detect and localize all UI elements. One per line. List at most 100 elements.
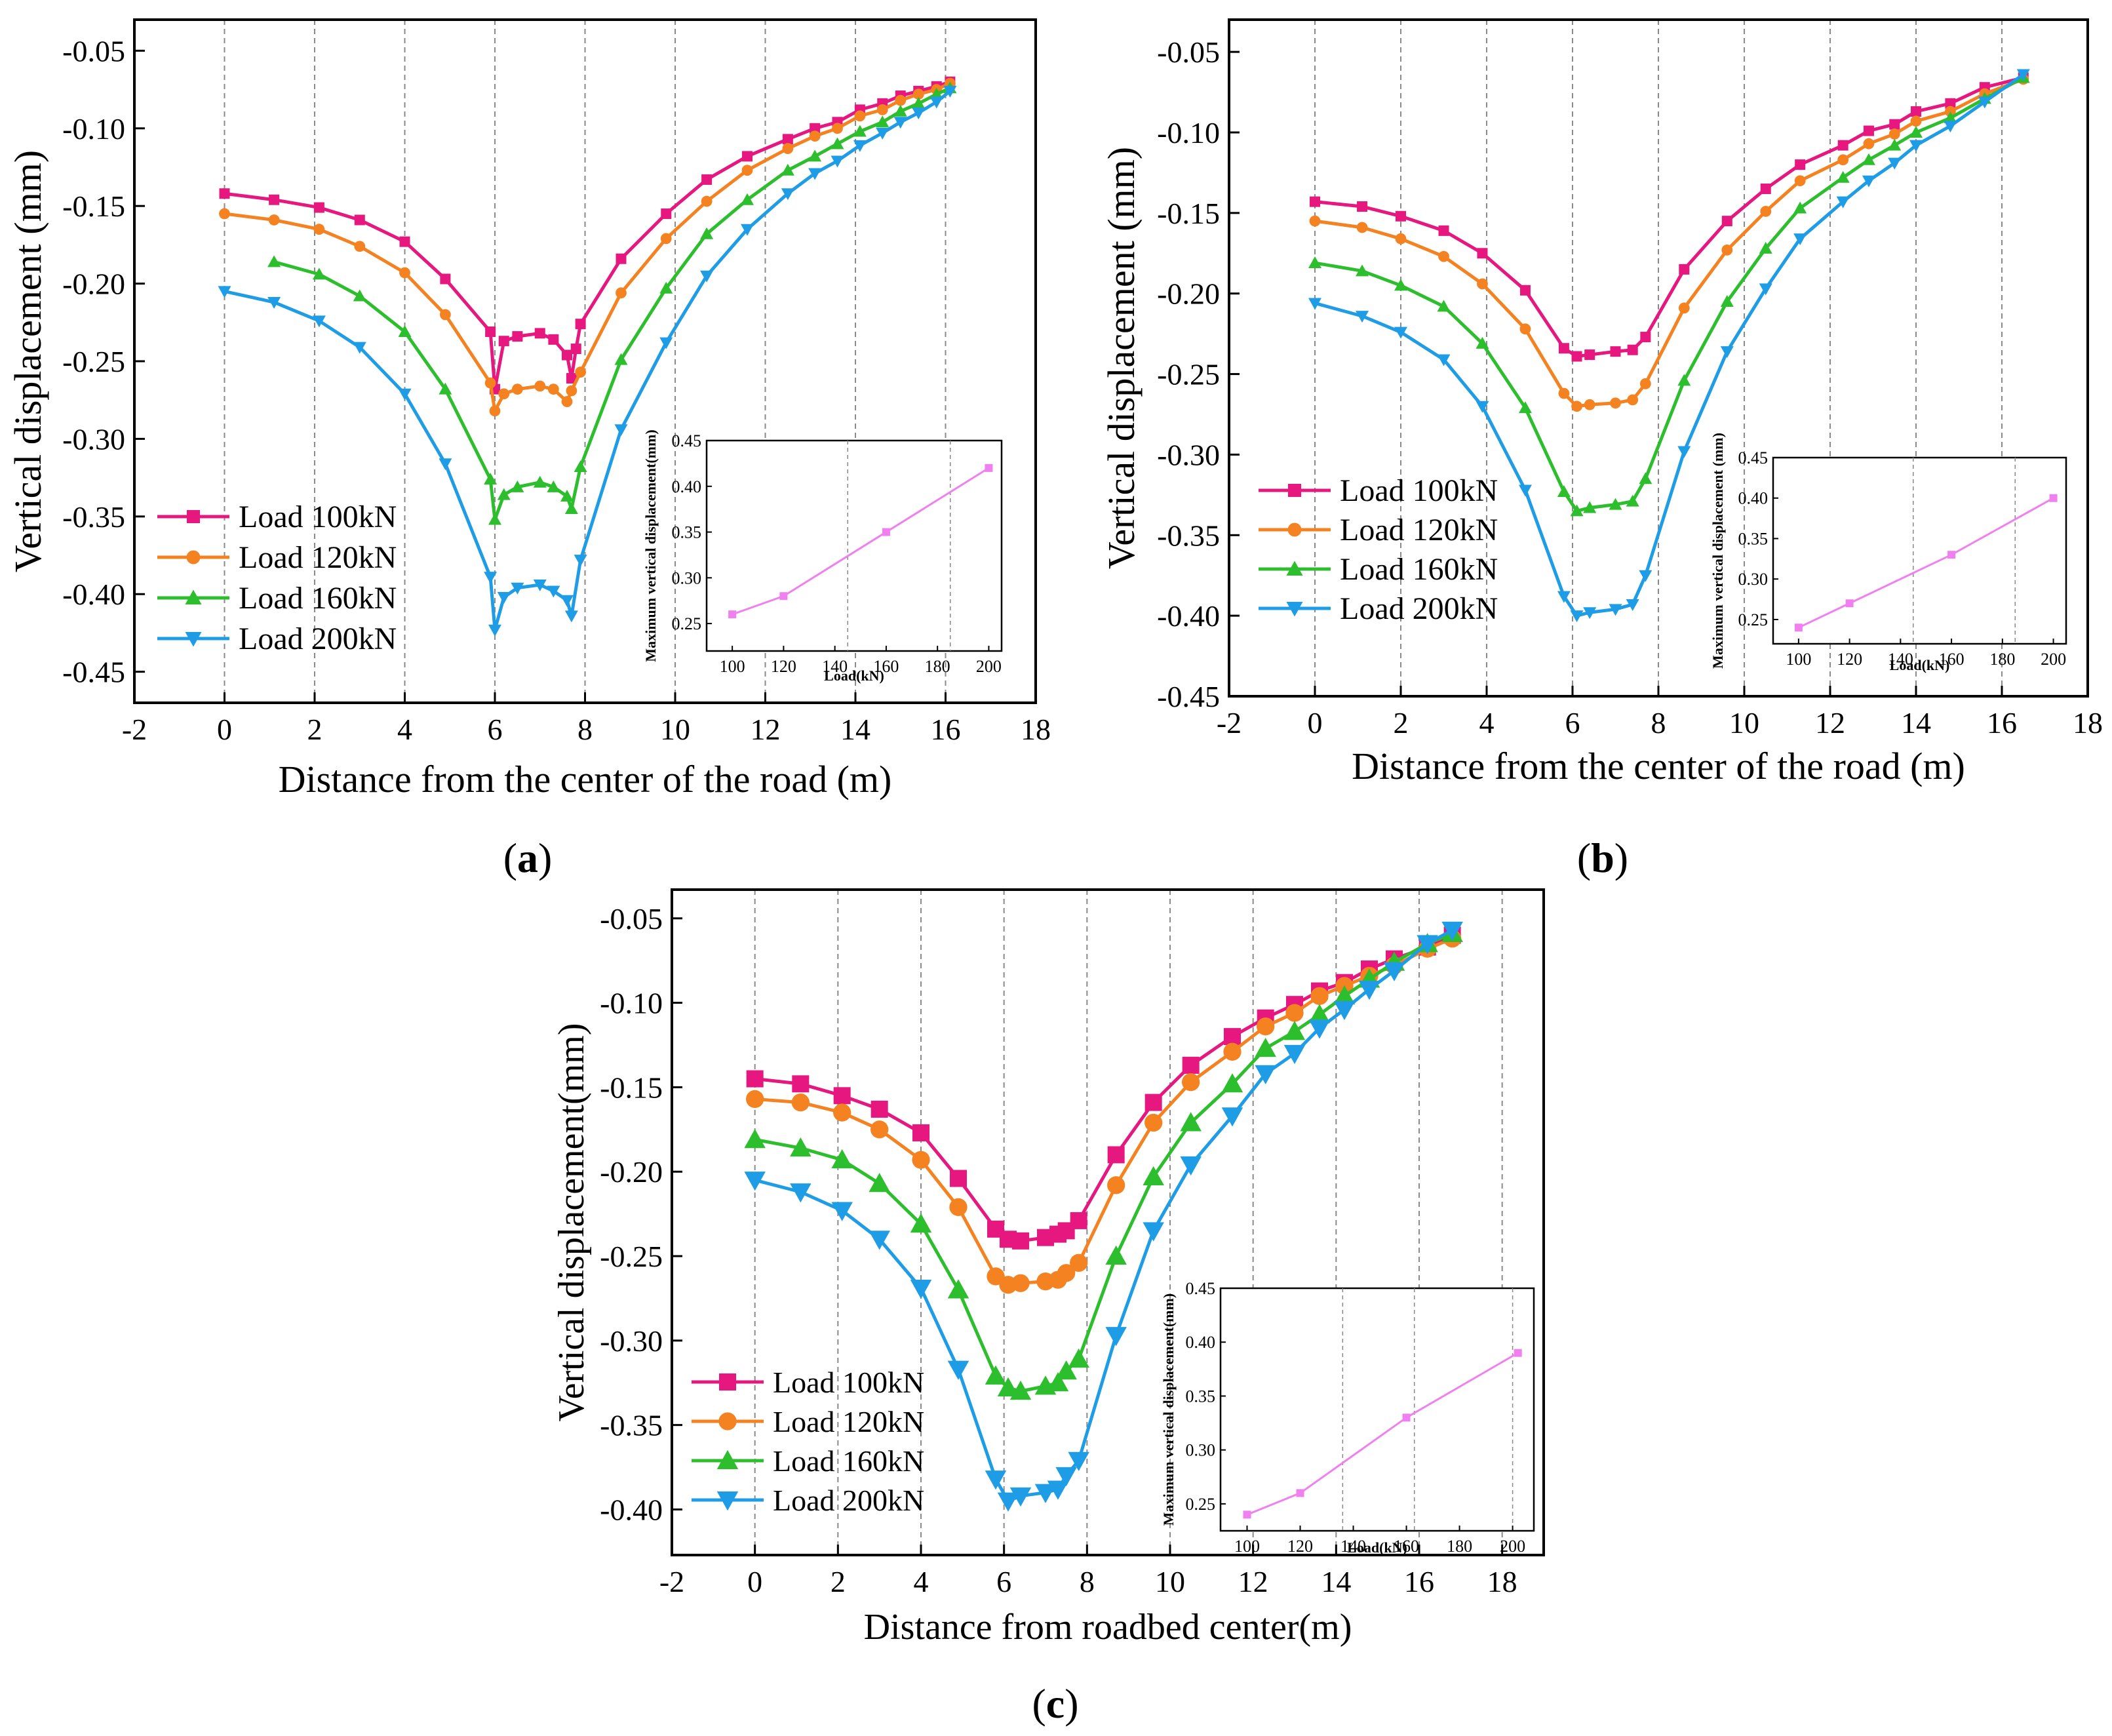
legend-item-load-120kn: Load 120kN	[1259, 513, 1498, 547]
legend-label: Load 200kN	[239, 621, 397, 656]
data-point	[562, 349, 572, 361]
inset-x-tick-label: 140	[1340, 1537, 1366, 1556]
legend-item-load-100kn: Load 100kN	[692, 1366, 924, 1399]
data-point	[910, 1279, 932, 1299]
data-point	[269, 194, 280, 205]
data-point	[1909, 140, 1923, 152]
legend-label: Load 200kN	[773, 1484, 924, 1517]
data-point	[1308, 1019, 1331, 1039]
data-point	[498, 388, 510, 400]
data-point	[1438, 250, 1449, 262]
data-point	[1678, 302, 1690, 314]
inset-x-tick-label: 200	[1500, 1537, 1525, 1556]
data-point	[560, 490, 574, 502]
inset-x-tick-label: 180	[1989, 650, 2015, 669]
y-tick-label: -0.40	[62, 578, 125, 611]
data-point	[1888, 157, 1902, 170]
data-point	[1283, 1044, 1306, 1065]
data-point	[534, 328, 545, 339]
x-tick-label: 10	[1155, 1565, 1185, 1598]
y-tick-label: -0.25	[600, 1240, 663, 1273]
data-point	[354, 241, 366, 252]
x-tick-label: 12	[1238, 1565, 1268, 1598]
y-tick-label: -0.30	[1157, 438, 1220, 471]
data-point	[1394, 279, 1407, 291]
inset-x-tick-label: 120	[1837, 650, 1862, 669]
data-point	[831, 155, 844, 168]
data-point	[1609, 498, 1622, 510]
data-point	[895, 94, 907, 106]
data-point	[219, 208, 230, 220]
data-point	[1760, 206, 1772, 217]
data-point	[547, 585, 560, 598]
data-point	[399, 267, 410, 279]
data-point	[547, 480, 560, 492]
legend-item-load-200kn: Load 200kN	[157, 621, 397, 656]
data-point	[1438, 225, 1449, 236]
data-point	[1283, 1021, 1306, 1040]
data-point	[1570, 504, 1584, 517]
data-point	[1837, 140, 1848, 151]
data-point	[742, 151, 753, 162]
data-point	[497, 488, 511, 500]
data-point	[1584, 349, 1595, 361]
data-point	[1107, 1146, 1125, 1164]
data-point	[1308, 256, 1321, 269]
data-point	[912, 96, 926, 109]
x-tick-label: 12	[751, 713, 781, 746]
inset-point	[1402, 1413, 1411, 1422]
data-point	[1068, 1348, 1089, 1368]
data-point	[701, 174, 713, 185]
data-point	[929, 87, 943, 100]
inset-y-tick-label: 0.40	[1738, 489, 1769, 508]
data-point	[943, 85, 957, 98]
legend-marker	[185, 632, 202, 647]
data-point	[2016, 69, 2030, 81]
data-point	[548, 334, 559, 345]
data-point	[701, 195, 713, 207]
data-point	[1070, 1212, 1087, 1229]
y-tick-label: -0.40	[1157, 599, 1220, 633]
data-point	[661, 208, 672, 220]
legend-marker	[186, 550, 201, 564]
series-load-160kn	[1308, 71, 2030, 517]
data-point	[570, 344, 581, 355]
data-point	[566, 373, 577, 384]
y-axis-label: Vertical displacement (mm)	[7, 150, 49, 572]
data-point	[744, 1172, 766, 1191]
series-line	[224, 81, 951, 413]
legend-item-load-160kn: Load 160kN	[692, 1444, 924, 1478]
data-point	[313, 224, 325, 235]
data-point	[1679, 264, 1690, 275]
data-point	[893, 117, 907, 129]
data-point	[741, 193, 754, 205]
inset-x-tick-label: 160	[1939, 650, 1965, 669]
x-tick-label: 4	[914, 1565, 929, 1598]
inset-y-tick-label: 0.45	[1738, 448, 1769, 467]
inset-point	[882, 528, 890, 536]
data-point	[910, 1213, 932, 1233]
legend-label: Load 120kN	[239, 540, 397, 575]
data-point	[876, 115, 890, 128]
data-point	[1143, 1166, 1164, 1185]
data-point	[488, 624, 501, 637]
data-point	[312, 315, 326, 328]
data-point	[808, 168, 822, 180]
data-point	[1356, 222, 1368, 233]
legend-item-load-160kn: Load 160kN	[157, 581, 397, 616]
data-point	[1584, 399, 1595, 410]
data-point	[1518, 484, 1532, 497]
x-tick-label: 2	[831, 1565, 846, 1598]
data-point	[485, 326, 496, 338]
data-point	[533, 475, 547, 488]
data-point	[614, 353, 628, 365]
inset-y-axis-label: Maximum vertical displacement(mm)	[1160, 1293, 1177, 1526]
data-point	[1255, 1065, 1276, 1085]
x-tick-label: 12	[1815, 706, 1845, 740]
y-tick-label: -0.35	[600, 1409, 663, 1442]
data-point	[870, 1100, 888, 1118]
data-point	[564, 502, 578, 514]
inset-y-tick-label: 0.45	[672, 431, 702, 450]
inset-series-line	[1246, 1352, 1519, 1516]
data-point	[1356, 264, 1369, 277]
